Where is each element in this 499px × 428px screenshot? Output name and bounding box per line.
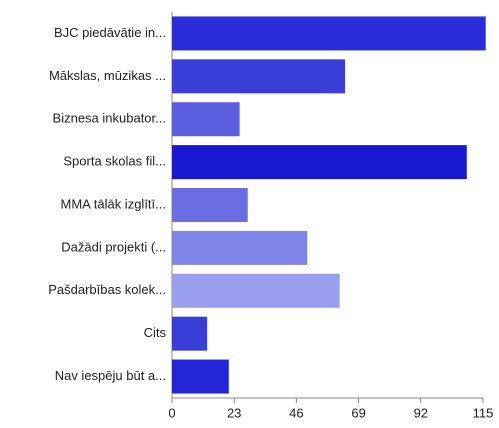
y-tick-label: Pašdarbības kolek... [48, 282, 166, 297]
bar [172, 316, 208, 351]
y-tick-label: BJC piedāvātie in... [54, 25, 166, 40]
bar [172, 359, 229, 394]
x-tick-label: 0 [168, 405, 175, 420]
y-tick-label: Dažādi projekti (... [61, 239, 166, 254]
x-tick-label: 92 [414, 405, 428, 420]
y-tick-label: Biznesa inkubator... [53, 111, 166, 126]
y-tick-label: Nav iespēju būt a... [55, 368, 166, 383]
x-tick-label: 46 [289, 405, 303, 420]
x-tick-label: 23 [227, 405, 241, 420]
y-tick-label: Sporta skolas fil... [63, 154, 166, 169]
x-tick-label: 69 [351, 405, 365, 420]
y-tick-label: Mākslas, mūzikas ... [49, 68, 166, 83]
y-tick-label: MMA tālāk izglītī... [61, 196, 166, 211]
bar [172, 230, 308, 265]
bar [172, 145, 467, 180]
x-tick-label: 115 [473, 405, 494, 420]
bar [172, 188, 248, 222]
bar [172, 16, 486, 51]
bar [172, 59, 346, 94]
y-tick-label: Cits [144, 325, 167, 340]
bar [172, 102, 240, 137]
bar [172, 273, 340, 308]
